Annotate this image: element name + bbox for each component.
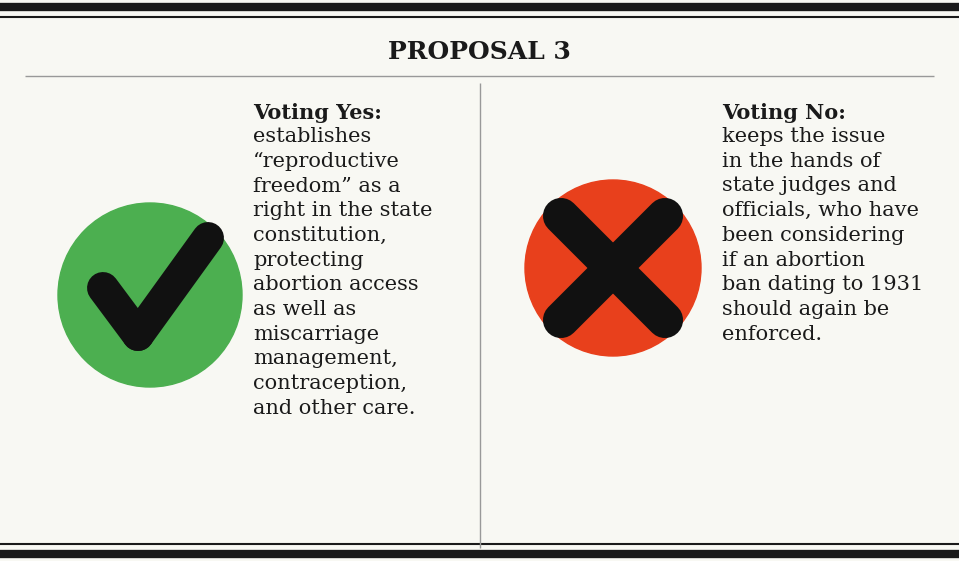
Text: Voting Yes:: Voting Yes: [253,103,382,123]
Text: establishes
“reproductive
freedom” as a
right in the state
constitution,
protect: establishes “reproductive freedom” as a … [253,127,433,418]
Circle shape [58,203,242,387]
Text: Voting No:: Voting No: [722,103,846,123]
Circle shape [525,180,701,356]
Text: keeps the issue
in the hands of
state judges and
officials, who have
been consid: keeps the issue in the hands of state ju… [722,127,924,343]
Text: PROPOSAL 3: PROPOSAL 3 [388,40,571,64]
